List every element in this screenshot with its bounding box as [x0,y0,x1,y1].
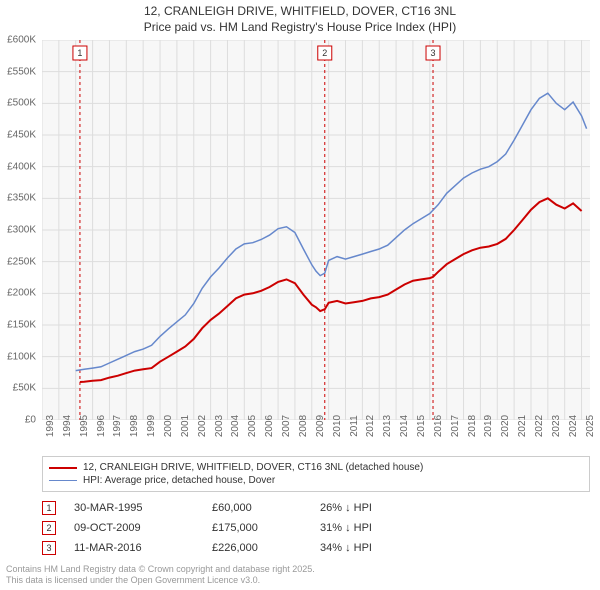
x-tick-label: 2019 [483,415,494,437]
sale-row: 2 09-OCT-2009 £175,000 31% ↓ HPI [42,518,590,538]
x-tick-label: 2025 [585,415,596,437]
x-axis: 1993199419951996199719981999200020012002… [42,422,590,454]
chart-svg: 1 2 3 [42,40,590,420]
x-tick-label: 2005 [247,415,258,437]
y-tick-label: £150K [7,320,36,331]
x-tick-label: 2002 [197,415,208,437]
legend-row-hpi: HPI: Average price, detached house, Dove… [49,474,583,487]
sale-row-marker: 2 [42,521,56,535]
legend-label-price-paid: 12, CRANLEIGH DRIVE, WHITFIELD, DOVER, C… [83,462,423,473]
x-tick-label: 2001 [180,415,191,437]
legend-swatch-price-paid [49,467,77,469]
x-tick-label: 2018 [467,415,478,437]
x-tick-label: 1993 [45,415,56,437]
x-tick-label: 2008 [298,415,309,437]
y-tick-label: £350K [7,193,36,204]
x-tick-label: 2016 [433,415,444,437]
x-tick-label: 2004 [230,415,241,437]
sale-row-date: 09-OCT-2009 [74,522,194,534]
y-tick-label: £550K [7,66,36,77]
y-tick-label: £0 [25,415,36,426]
y-tick-label: £250K [7,256,36,267]
x-tick-label: 2023 [551,415,562,437]
x-tick-label: 2013 [382,415,393,437]
footer-line-1: Contains HM Land Registry data © Crown c… [6,564,315,575]
legend-row-price-paid: 12, CRANLEIGH DRIVE, WHITFIELD, DOVER, C… [49,461,583,474]
x-tick-label: 1996 [96,415,107,437]
chart-plot-area: 1 2 3 [42,40,590,420]
y-tick-label: £50K [13,383,36,394]
x-tick-label: 1998 [129,415,140,437]
y-tick-label: £300K [7,225,36,236]
sales-table: 1 30-MAR-1995 £60,000 26% ↓ HPI 2 09-OCT-2009… [42,498,590,558]
y-tick-label: £400K [7,161,36,172]
x-tick-label: 1997 [112,415,123,437]
sale-row-date: 11-MAR-2016 [74,542,194,554]
x-tick-label: 2009 [315,415,326,437]
y-tick-label: £200K [7,288,36,299]
sale-row: 1 30-MAR-1995 £60,000 26% ↓ HPI [42,498,590,518]
x-tick-label: 2010 [332,415,343,437]
legend-swatch-hpi [49,480,77,481]
sale-row-delta: 26% ↓ HPI [320,502,372,514]
chart-container: 12, CRANLEIGH DRIVE, WHITFIELD, DOVER, C… [0,0,600,590]
x-tick-label: 2022 [534,415,545,437]
x-tick-label: 2020 [500,415,511,437]
x-tick-label: 1994 [62,415,73,437]
sale-row-price: £175,000 [212,522,302,534]
sale-row-price: £60,000 [212,502,302,514]
sale-row: 3 11-MAR-2016 £226,000 34% ↓ HPI [42,538,590,558]
x-tick-label: 2014 [399,415,410,437]
x-tick-label: 2017 [450,415,461,437]
title-block: 12, CRANLEIGH DRIVE, WHITFIELD, DOVER, C… [0,0,600,37]
title-line-1: 12, CRANLEIGH DRIVE, WHITFIELD, DOVER, C… [0,4,600,20]
y-tick-label: £500K [7,98,36,109]
x-tick-label: 2012 [365,415,376,437]
title-line-2: Price paid vs. HM Land Registry's House … [0,20,600,36]
x-tick-label: 2003 [214,415,225,437]
y-axis: £0£50K£100K£150K£200K£250K£300K£350K£400… [0,40,40,420]
x-tick-label: 2011 [349,415,360,437]
sale-marker-number: 3 [431,48,436,58]
sale-row-marker: 1 [42,501,56,515]
sale-row-date: 30-MAR-1995 [74,502,194,514]
footer-attribution: Contains HM Land Registry data © Crown c… [6,564,315,586]
legend: 12, CRANLEIGH DRIVE, WHITFIELD, DOVER, C… [42,456,590,492]
x-tick-label: 1995 [79,415,90,437]
x-tick-label: 2000 [163,415,174,437]
sale-row-delta: 31% ↓ HPI [320,522,372,534]
y-tick-label: £600K [7,35,36,46]
x-tick-label: 2015 [416,415,427,437]
x-tick-label: 2024 [568,415,579,437]
y-tick-label: £450K [7,130,36,141]
footer-line-2: This data is licensed under the Open Gov… [6,575,315,586]
x-tick-label: 2006 [264,415,275,437]
legend-label-hpi: HPI: Average price, detached house, Dove… [83,475,275,486]
sale-row-marker: 3 [42,541,56,555]
sale-marker-number: 1 [77,48,82,58]
x-tick-label: 2021 [517,415,528,437]
y-tick-label: £100K [7,351,36,362]
sale-row-price: £226,000 [212,542,302,554]
sale-row-delta: 34% ↓ HPI [320,542,372,554]
x-tick-label: 2007 [281,415,292,437]
series-line-price_paid [80,198,582,382]
x-tick-label: 1999 [146,415,157,437]
sale-marker-number: 2 [322,48,327,58]
